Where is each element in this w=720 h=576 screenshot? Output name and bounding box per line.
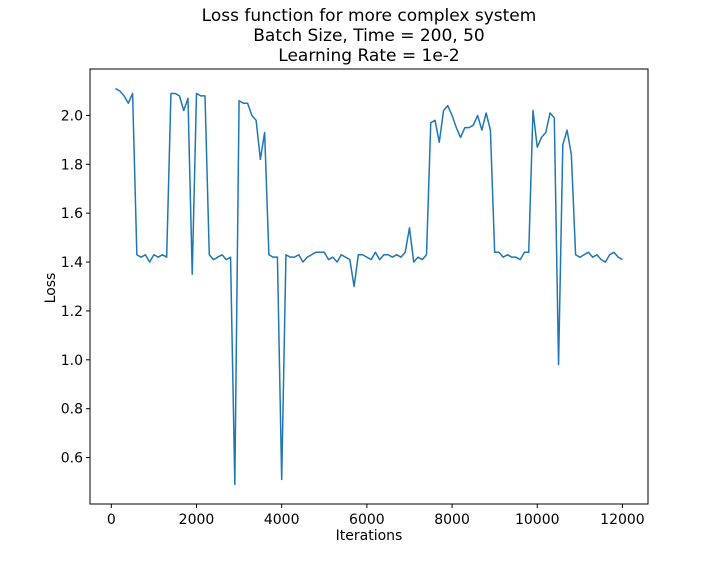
y-tick-label: 0.8 (61, 402, 83, 418)
y-tick-label: 2.0 (61, 108, 83, 124)
y-tick-label: 1.2 (61, 304, 83, 320)
plot-area: 0 2000 4000 6000 8000 10000 12000 0.6 0.8 1.0 1.2 1… (61, 68, 649, 528)
series-line-0 (115, 87, 623, 486)
chart-title-line-1: Loss function for more complex system (201, 6, 537, 26)
y-tick-label: 1.6 (61, 206, 83, 222)
x-tick-label: 6000 (349, 512, 385, 528)
y-tick-label: 1.8 (61, 157, 83, 173)
chart-title-line-3: Learning Rate = 1e-2 (278, 46, 460, 66)
x-axis-label: Iterations (336, 528, 403, 544)
x-tick-label: 2000 (179, 512, 215, 528)
y-tick-label: 1.4 (61, 255, 83, 271)
plot-frame (89, 68, 649, 505)
x-tick-label: 12000 (600, 512, 645, 528)
y-tick-label: 0.6 (61, 451, 83, 467)
y-tick-label: 1.0 (61, 353, 83, 369)
x-tick-label: 4000 (264, 512, 300, 528)
x-tick-label: 0 (107, 512, 116, 528)
y-axis-label: Loss (43, 273, 59, 304)
chart-title-line-2: Batch Size, Time = 200, 50 (253, 26, 485, 46)
chart-title: Loss function for more complex system Ba… (90, 6, 648, 66)
x-tick-label: 10000 (515, 512, 560, 528)
x-tick-label: 8000 (434, 512, 470, 528)
